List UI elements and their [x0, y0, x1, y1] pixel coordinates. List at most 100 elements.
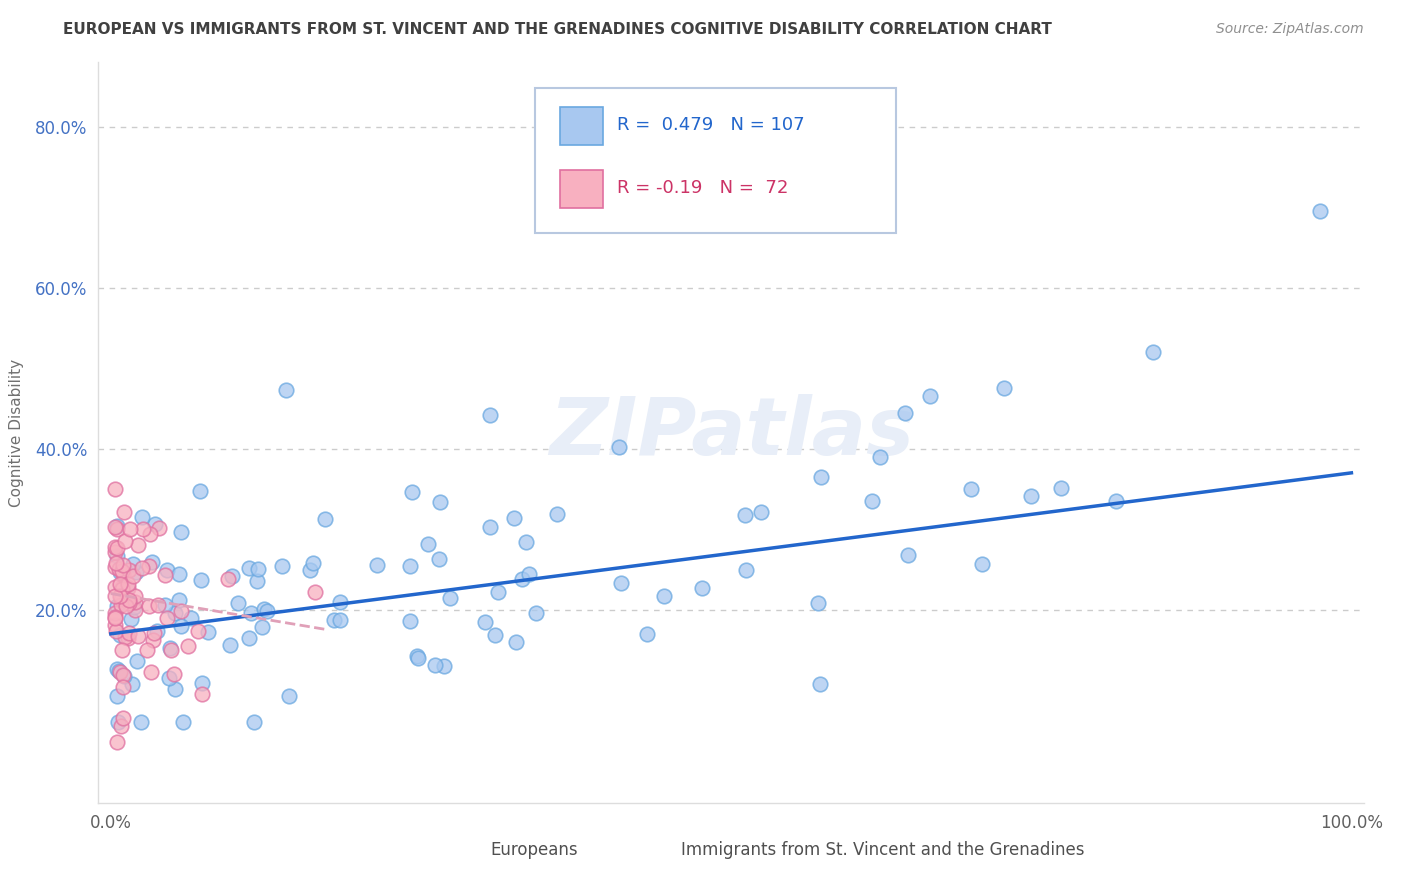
Point: [104, 589, 127, 603]
Point: [131, 560, 153, 574]
Point: [1309, 204, 1331, 219]
Text: Immigrants from St. Vincent and the Grenadines: Immigrants from St. Vincent and the Gren…: [681, 841, 1084, 859]
Point: [652, 590, 675, 604]
Point: [110, 592, 132, 607]
Point: [479, 408, 502, 422]
Point: [1019, 489, 1042, 503]
Point: [114, 533, 136, 548]
Point: [111, 564, 134, 578]
Point: [401, 484, 423, 499]
Point: [115, 599, 138, 613]
Point: [125, 565, 148, 579]
Point: [165, 682, 187, 697]
Y-axis label: Cognitive Disability: Cognitive Disability: [8, 359, 24, 507]
FancyBboxPatch shape: [640, 836, 673, 865]
Point: [519, 567, 541, 582]
Point: [108, 627, 131, 641]
Point: [425, 657, 447, 672]
Text: R = -0.19   N =  72: R = -0.19 N = 72: [617, 179, 789, 197]
Point: [103, 617, 125, 632]
Text: ZIPatlas: ZIPatlas: [548, 393, 914, 472]
Point: [112, 505, 135, 519]
Point: [478, 520, 501, 534]
Point: [252, 619, 274, 633]
Point: [159, 640, 181, 655]
Point: [108, 664, 131, 678]
Point: [172, 715, 194, 730]
Point: [897, 548, 920, 562]
Point: [118, 593, 141, 607]
Point: [505, 635, 527, 649]
Point: [167, 593, 190, 607]
Point: [148, 521, 170, 535]
Point: [110, 598, 132, 612]
Point: [121, 557, 143, 571]
Point: [132, 522, 155, 536]
Point: [169, 604, 191, 618]
Point: [135, 642, 157, 657]
Point: [177, 639, 200, 653]
Point: [515, 534, 537, 549]
Text: Europeans: Europeans: [491, 841, 578, 859]
Point: [103, 540, 125, 554]
Point: [167, 566, 190, 581]
Point: [162, 666, 184, 681]
Text: Source: ZipAtlas.com: Source: ZipAtlas.com: [1216, 22, 1364, 37]
Point: [121, 677, 143, 691]
Point: [118, 595, 141, 609]
Point: [690, 582, 713, 596]
Point: [118, 563, 141, 577]
Point: [138, 559, 160, 574]
Point: [111, 580, 134, 594]
Point: [406, 651, 429, 665]
Point: [474, 615, 496, 629]
Point: [191, 688, 214, 702]
Point: [274, 383, 297, 397]
Point: [103, 606, 125, 620]
Point: [329, 613, 352, 627]
Point: [217, 572, 239, 586]
Point: [153, 568, 176, 582]
Point: [105, 599, 128, 613]
Point: [108, 577, 131, 591]
Point: [869, 450, 891, 464]
Point: [107, 715, 129, 730]
Point: [110, 719, 132, 733]
Point: [502, 511, 524, 525]
Point: [256, 604, 278, 618]
FancyBboxPatch shape: [450, 836, 484, 865]
Point: [146, 624, 169, 639]
Point: [110, 665, 132, 680]
Point: [1105, 493, 1128, 508]
Point: [429, 552, 451, 566]
Point: [103, 482, 125, 496]
Point: [155, 599, 177, 613]
Point: [219, 638, 242, 652]
FancyBboxPatch shape: [560, 107, 603, 145]
Point: [993, 381, 1015, 395]
Point: [112, 566, 135, 581]
Point: [105, 735, 128, 749]
Point: [104, 610, 127, 624]
Point: [127, 538, 149, 552]
Point: [127, 654, 149, 668]
Point: [484, 628, 506, 642]
Point: [246, 561, 269, 575]
Point: [807, 596, 830, 610]
Text: EUROPEAN VS IMMIGRANTS FROM ST. VINCENT AND THE GRENADINES COGNITIVE DISABILITY : EUROPEAN VS IMMIGRANTS FROM ST. VINCENT …: [63, 22, 1052, 37]
Point: [131, 510, 153, 524]
Point: [304, 585, 326, 599]
Point: [416, 537, 439, 551]
Point: [115, 593, 138, 607]
Point: [117, 576, 139, 591]
Point: [170, 619, 193, 633]
Point: [165, 606, 187, 620]
Point: [302, 556, 325, 570]
Point: [734, 508, 756, 523]
Point: [141, 665, 163, 679]
Point: [141, 555, 163, 569]
Point: [105, 690, 128, 704]
Point: [118, 522, 141, 536]
Point: [121, 612, 143, 626]
Point: [314, 512, 336, 526]
